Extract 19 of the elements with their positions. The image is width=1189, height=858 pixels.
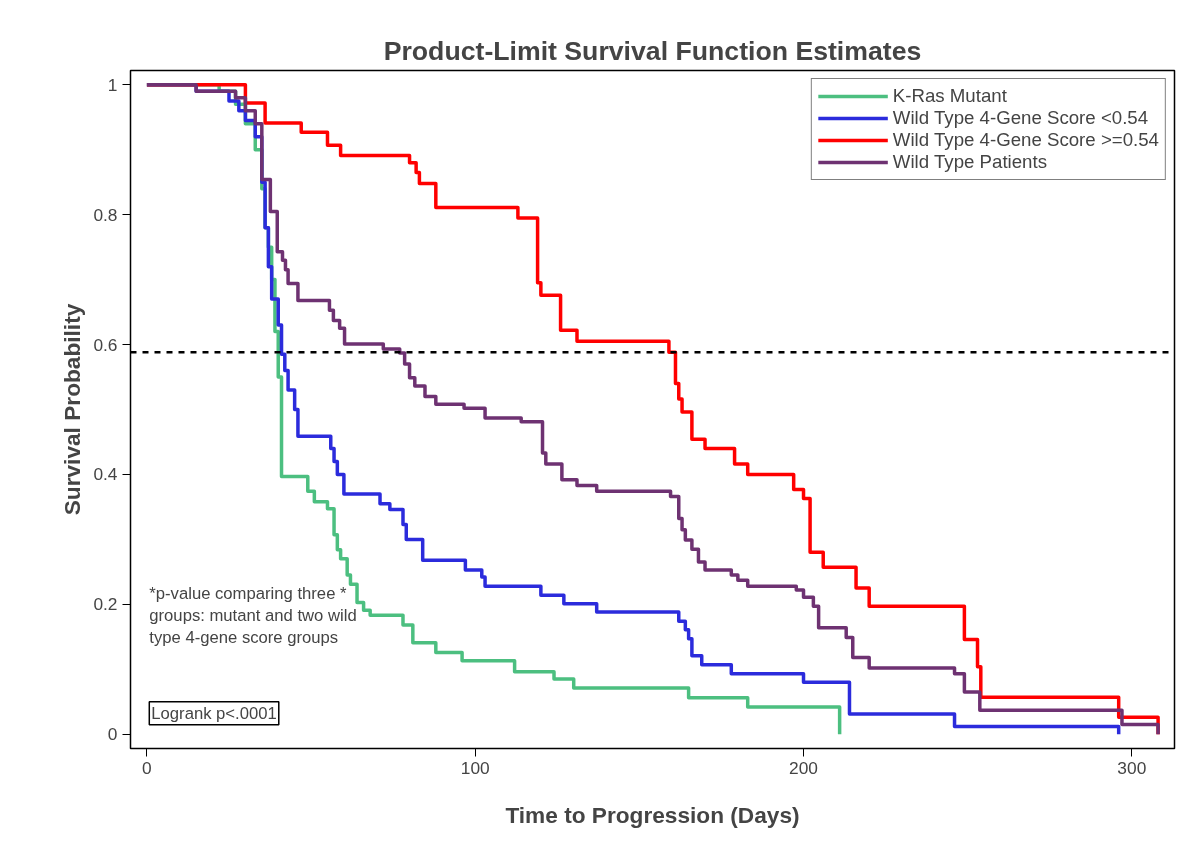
- legend-label: Wild Type 4-Gene Score <0.54: [892, 107, 1149, 129]
- y-tick-label: 0: [107, 724, 118, 745]
- y-axis-title: Survival Probability: [59, 303, 86, 516]
- legend-label: Wild Type Patients: [892, 151, 1047, 173]
- x-axis-title: Time to Progression (Days): [505, 801, 800, 828]
- y-tick-label: 0.4: [93, 464, 118, 485]
- x-tick-label: 0: [142, 757, 152, 778]
- y-tick-label: 0.8: [93, 204, 118, 225]
- y-tick-label: 1: [107, 74, 118, 95]
- legend-label: K-Ras Mutant: [892, 85, 1007, 107]
- y-tick-label: 0.2: [93, 594, 118, 615]
- annotation: *p-value comparing three * groups: mutant and two wild type 4-gene score groups: [149, 584, 357, 647]
- x-tick-label: 300: [1117, 757, 1147, 778]
- legend-label: Wild Type 4-Gene Score >=0.54: [892, 129, 1159, 151]
- annotation: Logrank p<.0001: [151, 703, 277, 723]
- x-tick-label: 100: [460, 757, 490, 778]
- y-tick-label: 0.6: [93, 334, 118, 355]
- chart-title: Product-Limit Survival Function Estimates: [383, 35, 922, 66]
- x-tick-label: 200: [789, 757, 818, 778]
